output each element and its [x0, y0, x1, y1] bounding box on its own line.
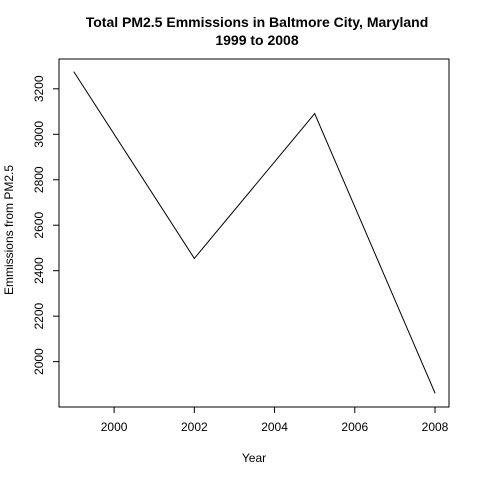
y-tick-label: 3000	[32, 121, 46, 148]
chart-subtitle: 1999 to 2008	[215, 32, 298, 48]
plot-frame	[58, 58, 450, 408]
series-line	[73, 71, 436, 394]
data-point	[193, 257, 195, 259]
x-tick-label: 2002	[181, 420, 208, 434]
x-axis: 2000 2002 2004 2006 2008	[101, 407, 449, 434]
x-tick-label: 2000	[101, 420, 128, 434]
x-tick-label: 2004	[261, 420, 288, 434]
y-tick-label: 2000	[32, 348, 46, 375]
x-tick-label: 2008	[422, 420, 449, 434]
y-tick-label: 2800	[32, 166, 46, 193]
x-axis-label: Year	[242, 451, 266, 465]
y-tick-label: 2400	[32, 257, 46, 284]
y-tick-label: 3200	[32, 75, 46, 102]
series-group	[73, 71, 436, 394]
y-tick-label: 2200	[32, 302, 46, 329]
x-tick-label: 2006	[341, 420, 368, 434]
y-axis: 2000 2200 2400 2600 2800 3000 3200	[32, 75, 59, 375]
y-tick-label: 2600	[32, 212, 46, 239]
data-point	[314, 113, 316, 115]
y-axis-label: Emmissions from PM2.5	[2, 165, 16, 295]
data-point	[434, 392, 436, 394]
chart-title: Total PM2.5 Emmissions in Baltmore City,…	[86, 14, 429, 30]
data-point	[73, 71, 75, 73]
